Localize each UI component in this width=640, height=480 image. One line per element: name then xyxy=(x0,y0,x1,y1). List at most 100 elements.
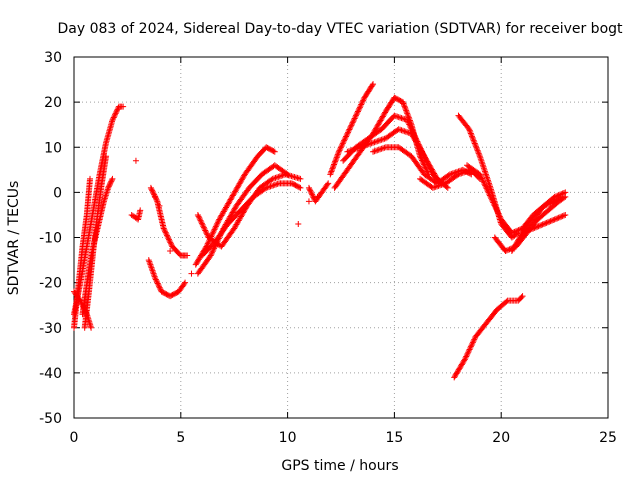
data-point xyxy=(112,111,119,118)
data-point xyxy=(356,104,363,111)
data-point xyxy=(375,137,382,144)
data-point xyxy=(480,179,487,186)
data-point xyxy=(152,275,159,282)
data-point xyxy=(268,176,275,183)
data-point xyxy=(111,113,118,120)
x-tick-label: 15 xyxy=(385,430,403,446)
data-point xyxy=(463,352,470,359)
series-track-q xyxy=(344,126,451,191)
data-point xyxy=(305,184,312,191)
data-point xyxy=(472,143,479,150)
data-point xyxy=(458,170,465,177)
data-point xyxy=(431,184,438,191)
y-tick-labels: -50 -40 -30 -20 -10 0 10 20 30 xyxy=(39,50,62,427)
data-point xyxy=(184,252,191,259)
data-point xyxy=(270,148,277,155)
data-point xyxy=(483,185,490,192)
data-point xyxy=(105,184,112,191)
data-point xyxy=(355,144,362,151)
data-point xyxy=(196,216,203,223)
data-point xyxy=(562,189,569,196)
data-point xyxy=(370,139,377,146)
data-point xyxy=(478,159,485,166)
series-track-m xyxy=(305,180,332,205)
y-axis-title: SDTVAR / TECUs xyxy=(6,181,22,296)
data-point xyxy=(77,297,84,304)
data-point xyxy=(445,172,452,179)
data-point xyxy=(87,175,94,182)
data-point xyxy=(372,138,379,145)
data-point xyxy=(523,228,530,235)
data-point xyxy=(329,165,336,172)
data-point xyxy=(345,148,352,155)
data-point xyxy=(348,147,355,154)
data-point xyxy=(518,294,525,301)
data-point xyxy=(81,305,88,312)
data-point xyxy=(163,231,170,238)
x-tick-label: 20 xyxy=(492,430,510,446)
data-point xyxy=(209,230,216,237)
data-point xyxy=(544,219,551,226)
data-point xyxy=(261,185,268,192)
data-point xyxy=(468,342,475,349)
data-point xyxy=(332,157,339,164)
data-point xyxy=(337,144,344,151)
data-point xyxy=(404,129,411,136)
data-point xyxy=(196,214,203,221)
data-point xyxy=(503,298,510,305)
data-point xyxy=(391,112,398,119)
data-point xyxy=(466,127,473,134)
data-point xyxy=(345,129,352,136)
axis-ticks xyxy=(73,56,609,419)
data-point xyxy=(341,136,348,143)
data-points xyxy=(71,81,569,381)
data-point xyxy=(194,211,201,218)
data-point xyxy=(464,168,471,175)
data-point xyxy=(455,171,462,178)
data-point xyxy=(406,121,413,128)
data-point xyxy=(167,239,174,246)
data-point xyxy=(88,324,95,331)
data-point xyxy=(536,222,543,229)
data-point xyxy=(270,182,277,189)
data-point xyxy=(401,103,408,110)
data-point xyxy=(475,149,482,155)
data-point xyxy=(478,174,485,181)
data-point xyxy=(480,163,487,170)
data-point xyxy=(551,216,558,223)
data-point xyxy=(198,218,205,225)
data-point xyxy=(351,146,358,153)
data-point xyxy=(469,340,476,347)
data-point xyxy=(157,285,164,292)
data-point xyxy=(528,226,535,233)
data-point xyxy=(207,252,214,259)
data-point xyxy=(348,122,355,129)
data-point xyxy=(492,205,499,212)
data-point xyxy=(462,354,469,361)
series-track-x xyxy=(519,211,569,236)
series-track-f xyxy=(128,207,144,223)
data-point xyxy=(107,180,114,187)
data-point xyxy=(114,106,121,113)
y-tick-label: -20 xyxy=(39,276,62,292)
data-point xyxy=(511,228,518,235)
data-point xyxy=(556,191,563,198)
data-point xyxy=(476,171,483,178)
data-point xyxy=(491,202,498,209)
data-point xyxy=(510,229,517,236)
data-point xyxy=(81,307,88,314)
data-point xyxy=(210,246,217,253)
y-tick-label: 10 xyxy=(44,140,62,156)
data-point xyxy=(381,144,388,151)
data-point xyxy=(540,220,547,227)
data-point xyxy=(358,143,365,150)
data-point xyxy=(380,136,387,143)
series-track-a xyxy=(71,103,127,318)
data-point xyxy=(333,155,340,162)
data-point xyxy=(471,139,478,146)
data-point xyxy=(397,126,404,133)
y-tick-label: 20 xyxy=(44,95,62,111)
data-point xyxy=(78,299,85,306)
data-point xyxy=(441,180,448,187)
data-point xyxy=(110,115,117,122)
